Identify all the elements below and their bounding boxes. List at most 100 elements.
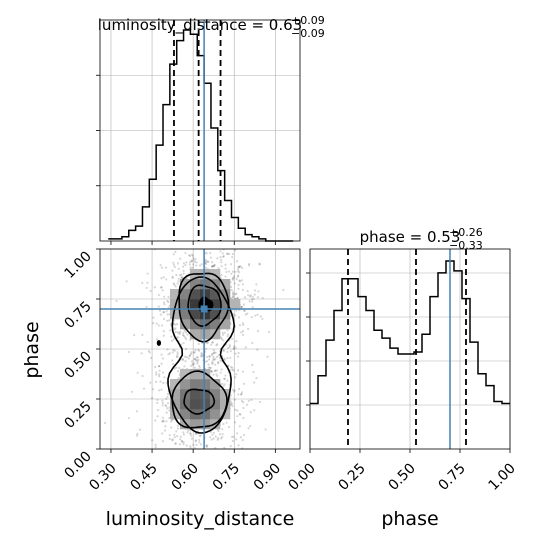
density-sample-point [173, 349, 176, 352]
density-cell [170, 379, 181, 390]
density-sample-point [249, 424, 252, 428]
density-sample-point [162, 330, 165, 333]
density-sample-point [232, 347, 236, 350]
density-sample-point [239, 306, 243, 309]
density-sample-point [166, 407, 169, 410]
density-sample-point [220, 336, 223, 339]
density-sample-point [206, 260, 209, 263]
density-sample-point [198, 441, 201, 444]
density-sample-point [157, 408, 160, 412]
density-sample-point [230, 272, 233, 275]
density-sample-point [192, 263, 195, 266]
density-sample-point [161, 399, 164, 402]
density-sample-point [180, 439, 184, 442]
density-sample-point [215, 355, 218, 359]
density-sample-point [205, 360, 209, 363]
density-sample-point [168, 319, 171, 322]
density-sample-point [189, 339, 192, 342]
density-sample-point [255, 283, 258, 286]
density-sample-point [234, 438, 238, 441]
density-sample-point [207, 260, 210, 263]
density-sample-point [151, 439, 154, 442]
density-sample-point [261, 296, 264, 300]
density-cell [230, 299, 241, 310]
density-sample-point [227, 364, 230, 367]
density-sample-point [169, 329, 172, 332]
density-sample-point [231, 295, 235, 298]
density-sample-point [174, 250, 177, 253]
density-sample-point [146, 281, 149, 284]
density-xtick-label: 0.90 [251, 461, 284, 494]
density-sample-point [154, 419, 157, 422]
density-sample-point [240, 393, 243, 396]
density-sample-point [233, 398, 237, 401]
density-sample-point [196, 356, 199, 359]
density-cell [190, 379, 201, 390]
density-sample-point [195, 443, 198, 447]
density-sample-point [212, 431, 215, 434]
density-sample-point [212, 355, 215, 358]
density-sample-point [210, 343, 213, 346]
density-cell [210, 399, 221, 410]
density-sample-point [231, 368, 234, 371]
density-sample-point [193, 362, 196, 365]
density-sample-point [282, 288, 285, 292]
density-sample-point [190, 253, 194, 256]
density-sample-point [154, 446, 157, 449]
density-sample-point [178, 331, 181, 334]
density-sample-point [239, 265, 242, 268]
density-sample-point [127, 416, 130, 420]
density-sample-point [249, 294, 253, 297]
density-sample-point [242, 416, 245, 420]
hist-luminosity-distance-panel: luminosity_distance = 0.63 +0.09 −0.09 [96, 14, 325, 245]
density-sample-point [229, 263, 233, 266]
density-sample-point [251, 300, 254, 303]
density-sample-point [211, 341, 214, 344]
density-sample-point [127, 350, 131, 354]
density-sample-point [178, 366, 181, 370]
density-sample-point [190, 360, 194, 363]
density-sample-point [171, 276, 174, 279]
density-sample-point [234, 346, 237, 349]
density-sample-point [221, 382, 224, 386]
density-sample-point [231, 402, 234, 405]
density-sample-point [238, 324, 242, 327]
density-sample-point [240, 279, 243, 282]
density-sample-point [182, 442, 185, 446]
density-sample-point [210, 438, 213, 441]
density-sample-point [237, 269, 240, 272]
density-sample-point [235, 339, 238, 343]
density-contour-upper-2 [178, 272, 230, 343]
density-cell [220, 289, 231, 300]
density-cell [190, 309, 201, 320]
density-cell [190, 419, 201, 430]
density-sample-point [235, 373, 238, 376]
density-sample-point [172, 253, 175, 256]
density-sample-point [168, 437, 171, 441]
density-sample-point [199, 443, 203, 446]
density-sample-point [215, 369, 219, 372]
density-sample-point [241, 283, 244, 286]
density-sample-point [173, 319, 176, 322]
density-sample-point [186, 333, 189, 336]
density-sample-point [236, 297, 239, 300]
density-sample-point [216, 374, 219, 378]
density-sample-point [236, 432, 239, 435]
density-sample-point [241, 322, 244, 325]
density-sample-point [190, 260, 194, 263]
density-sample-point [166, 401, 170, 405]
hist-phase-xtick-label: 0.50 [385, 461, 418, 494]
density-sample-point [218, 433, 222, 436]
density-sample-point [160, 353, 163, 356]
density-sample-point [233, 249, 237, 252]
density-sample-point [241, 288, 244, 291]
density-sample-point [191, 362, 194, 365]
density-sample-point [158, 373, 161, 376]
density-sample-point [182, 431, 185, 434]
density-sample-point [174, 285, 177, 288]
title-ld-plus: +0.09 [291, 14, 325, 27]
density-sample-point [217, 362, 220, 365]
density-sample-point [194, 359, 197, 362]
density-sample-point [172, 263, 175, 267]
density-sample-point [195, 359, 198, 362]
